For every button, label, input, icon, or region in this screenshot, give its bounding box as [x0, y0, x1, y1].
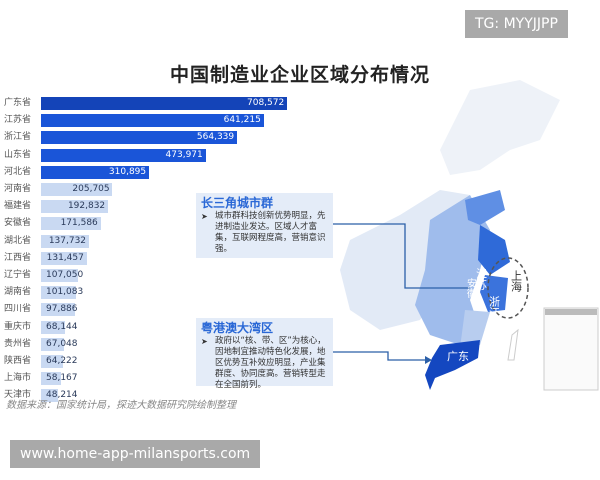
- map-south-sea-inset: [543, 307, 599, 391]
- category-label: 湖南省: [4, 287, 32, 298]
- map-central-region: [415, 195, 490, 345]
- map-shandong: [465, 190, 505, 225]
- bar: [41, 303, 75, 317]
- bar-value-label: 564,339: [196, 132, 235, 143]
- inset-land: [545, 309, 597, 315]
- map-label-guangdong: 广东: [447, 350, 469, 363]
- bar: [41, 320, 65, 334]
- bar-value-label: 68,144: [46, 321, 78, 332]
- bar-value-label: 58,167: [46, 373, 78, 384]
- bar-value-label: 310,895: [108, 166, 147, 177]
- callout-text: 政府以“核、带、区”为核心，因地制宜推动特色化发展，地区优势互补效应明显，产业集…: [201, 336, 328, 391]
- category-label: 山东省: [4, 149, 32, 160]
- yrd-connector-line: [333, 223, 470, 289]
- bar-value-label: 97,886: [46, 304, 78, 315]
- map-fujian: [460, 310, 490, 348]
- bar-value-label: 473,971: [165, 149, 203, 160]
- map-north-region: [440, 80, 560, 175]
- bar: [41, 183, 113, 196]
- map-zhejiang: [480, 275, 508, 312]
- bar-value-label: 64,222: [46, 356, 78, 366]
- category-label: 辽宁省: [4, 270, 32, 280]
- category-label: 天津市: [4, 390, 32, 401]
- bar-value-label: 641,215: [223, 115, 261, 126]
- bar: [41, 234, 89, 248]
- bar: [41, 251, 87, 265]
- category-label: 贵州省: [4, 338, 32, 349]
- map-label-anhui: 安徽: [465, 277, 477, 299]
- bar-value-label: 131,457: [46, 252, 84, 263]
- watermark-telegram: TG: MYYJJPP: [465, 10, 568, 38]
- arrow-head: [425, 356, 432, 364]
- bar: [41, 286, 77, 300]
- callout-text: 城市群科技创新优势明显，先进制造业发达。区域人才富集，互联网程度高，营销意识强。: [201, 211, 328, 255]
- bar: [41, 389, 58, 403]
- bar: [41, 114, 264, 128]
- category-label: 河北省: [4, 166, 32, 177]
- category-label: 上海市: [4, 373, 32, 384]
- bar-value-label: 708,572: [247, 98, 285, 108]
- bar-value-label: 107,050: [46, 270, 84, 280]
- bar-value-label: 48,214: [46, 390, 78, 401]
- bar-value-label: 67,048: [46, 338, 78, 349]
- bar: [41, 372, 62, 386]
- callout-yangtze-delta: 长三角城市群 城市群科技创新优势明显，先进制造业发达。区域人才富集，互联网程度高…: [196, 193, 333, 258]
- bar: [41, 165, 149, 179]
- category-label: 安徽省: [4, 218, 32, 229]
- map-jiangsu: [478, 225, 510, 275]
- category-label: 重庆市: [4, 321, 32, 332]
- bar-value-label: 137,732: [48, 235, 87, 246]
- callout-title: 粤港澳大湾区: [201, 321, 274, 335]
- bar-value-label: 205,705: [72, 184, 110, 194]
- category-label: 浙江省: [4, 132, 32, 143]
- bar: [41, 131, 237, 145]
- bar: [41, 97, 287, 110]
- shanghai-circle: [487, 257, 529, 319]
- map-guangdong: [425, 340, 480, 390]
- watermark-url: www.home-app-milansports.com: [10, 440, 261, 468]
- callout-greater-bay-area: 粤港澳大湾区 政府以“核、带、区”为核心，因地制宜推动特色化发展，地区优势互补效…: [196, 318, 333, 390]
- category-label: 江西省: [4, 252, 32, 263]
- bar-value-label: 101,083: [46, 287, 84, 298]
- category-label: 福建省: [4, 201, 32, 212]
- category-label: 河南省: [4, 184, 32, 194]
- category-label: 陕西省: [4, 356, 32, 366]
- bar: [41, 148, 206, 162]
- bar: [41, 337, 65, 351]
- data-source-note: 数据来源：国家统计局，探迹大数据研究院绘制整理: [6, 400, 236, 411]
- gba-connector-arrow: [333, 351, 430, 361]
- map-taiwan: [507, 328, 519, 361]
- map-label-shanghai: 上海: [510, 270, 523, 293]
- bar: [41, 200, 108, 214]
- bar-value-label: 192,832: [67, 201, 106, 212]
- map-label-jiangsu: 江苏: [475, 268, 488, 291]
- chart-title: 中国制造业企业区域分布情况: [169, 64, 430, 86]
- bar: [41, 217, 101, 231]
- callout-title: 长三角城市群: [201, 196, 274, 210]
- china-map: [333, 80, 599, 391]
- map-label-zhejiang: 浙江: [488, 296, 501, 318]
- category-label: 湖北省: [4, 235, 32, 246]
- bar: [41, 355, 64, 368]
- category-label: 四川省: [4, 304, 32, 315]
- bar-value-label: 171,586: [60, 218, 98, 229]
- category-label: 广东省: [4, 98, 32, 108]
- bar: [41, 269, 79, 282]
- category-label: 江苏省: [4, 115, 32, 126]
